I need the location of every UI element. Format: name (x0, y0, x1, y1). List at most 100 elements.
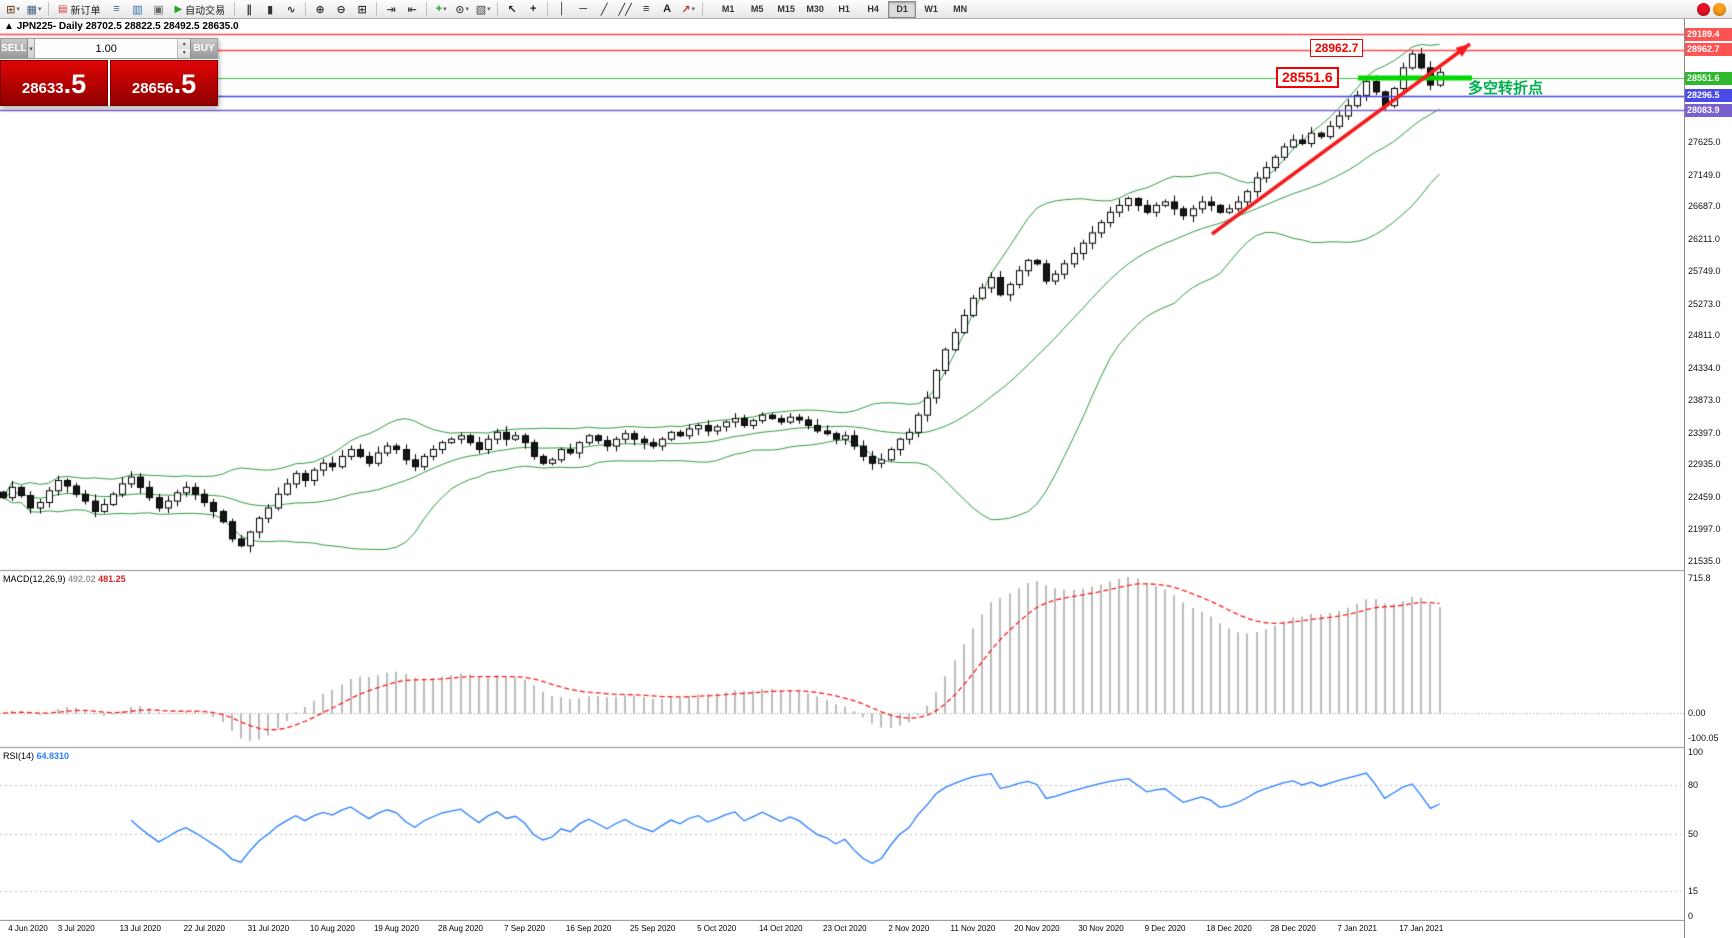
chart-shift-icon[interactable]: ⇤ (402, 1, 422, 17)
autotrading-button[interactable]: ▶ 自动交易 (169, 1, 230, 17)
vertical-line-icon[interactable]: │ (552, 1, 572, 17)
date-label: 23 Oct 2020 (823, 924, 867, 933)
timeframe-h4-button[interactable]: H4 (867, 4, 879, 14)
timeframe-h1-button[interactable]: H1 (838, 4, 850, 14)
date-label: 2 Nov 2020 (888, 924, 930, 933)
candlestick-chart-icon[interactable]: ▮ (260, 1, 280, 17)
candlestick-chart-icon-glyph: ▮ (267, 3, 274, 16)
periods-icon[interactable]: ⊙ ▾ (452, 1, 472, 17)
timeframe-m30-button[interactable]: M30 (806, 4, 824, 14)
date-label: 4 Jun 2020 (8, 924, 48, 933)
macd-indicator-label: MACD(12,26,9) 492.02 481.25 (3, 574, 126, 584)
price-tag: 28083.9 (1685, 103, 1732, 117)
timeframe-m5-button[interactable]: M5 (750, 4, 764, 14)
one-click-trading-panel: SELL ▾ ▲ ▼ BUY 28633.5 28656.5 (0, 38, 218, 106)
buy-price-pips: .5 (173, 69, 197, 99)
sell-dropdown-icon[interactable]: ▾ (27, 39, 36, 58)
date-label: 14 Oct 2020 (758, 924, 803, 933)
price-axis-label: 26211.0 (1688, 234, 1720, 245)
equidistant-channel-icon[interactable]: ╱╱ (615, 1, 635, 17)
macd-name: MACD(12,26,9) (3, 574, 66, 584)
timeframe-w1-button[interactable]: W1 (924, 4, 938, 14)
price-axis-label: 24334.0 (1688, 363, 1721, 374)
rsi-axis-label: 80 (1688, 779, 1699, 790)
price-scale[interactable]: 27625.0 27149.0 26687.0 26211.0 25749.0 25273… (1684, 19, 1732, 938)
date-label: 13 Jul 2020 (119, 924, 161, 933)
dropdown-caret-icon: ▾ (465, 6, 470, 13)
line-chart-icon[interactable]: ∿ (281, 1, 301, 17)
alert-badge-orange[interactable] (1713, 2, 1726, 16)
turning-point-label[interactable]: 多空转折点 (1468, 80, 1544, 97)
fibonacci-icon-glyph: ≡ (642, 3, 650, 15)
cursor-icon[interactable]: ↖ (502, 1, 522, 17)
timeframe-d1-button[interactable]: D1 (888, 0, 917, 18)
tile-windows-icon-glyph: ⊞ (357, 3, 367, 16)
sell-price-tile[interactable]: 28633.5 (0, 60, 108, 106)
price-tag: 29189.4 (1685, 27, 1732, 41)
timeframe-mn-button[interactable]: MN (953, 4, 968, 14)
trendline-icon[interactable]: ╱ (594, 1, 614, 17)
toolbar: ⊞ ▾ ▦ ▾ ▤ 新订单 ≡ ▥ ▣ ▶ 自动交易 ∥ ▮ ∿ ⊕ ⊖ ⊞ ⇥ ⇤ + ▾ ⊙ ▾ ▧ ▾ ↖ + │ ─ ╱ ╱╱ ≡ A ↗… (0, 0, 1732, 19)
profiles-icon[interactable]: ▦ ▾ (24, 1, 44, 17)
timeframe-m1-button[interactable]: M1 (721, 4, 735, 14)
data-window-icon[interactable]: ▥ (127, 1, 147, 17)
date-label: 7 Sep 2020 (504, 924, 546, 933)
arrows-icon-glyph: ↗ (681, 3, 691, 16)
market-watch-icon[interactable]: ≡ (106, 1, 126, 17)
rsi-value: 64.8310 (36, 751, 70, 761)
crosshair-icon-glyph: + (529, 3, 537, 15)
autotrading-icon: ▶ (174, 3, 183, 15)
time-scale[interactable]: 4 Jun 2020 3 Jul 2020 13 Jul 2020 22 Jul 20… (0, 921, 1684, 938)
date-label: 20 Nov 2020 (1014, 924, 1060, 933)
trendline-icon-glyph: ╱ (600, 3, 608, 16)
timeframe-m15-button[interactable]: M15 (777, 4, 795, 14)
auto-scroll-icon-glyph: ⇥ (386, 3, 396, 16)
date-label: 25 Sep 2020 (629, 924, 676, 933)
dropdown-caret-icon: ▾ (37, 6, 42, 13)
new-order-button[interactable]: ▤ 新订单 (53, 1, 105, 17)
volume-input[interactable] (35, 39, 178, 58)
toolbar-buttons: ⊞ ▾ ▦ ▾ ▤ 新订单 ≡ ▥ ▣ ▶ 自动交易 ∥ ▮ ∿ ⊕ ⊖ ⊞ ⇥ ⇤ + ▾ ⊙ ▾ ▧ ▾ ↖ + │ ─ ╱ ╱╱ ≡ A ↗… (3, 1, 706, 17)
zoom-out-icon[interactable]: ⊖ (331, 1, 351, 17)
equidistant-channel-icon-glyph: ╱╱ (618, 3, 632, 16)
dropdown-caret-icon: ▾ (487, 6, 491, 13)
dropdown-caret-icon: ▾ (16, 6, 20, 13)
rsi-axis-label: 15 (1688, 886, 1699, 897)
cursor-icon-glyph: ↖ (507, 3, 517, 16)
chart-shift-icon-glyph: ⇤ (407, 3, 417, 16)
tile-windows-icon[interactable]: ⊞ (352, 1, 372, 17)
volume-decrease-button[interactable]: ▼ (178, 48, 191, 58)
timeframe-buttons: M1 M5 M15 M30 H1 H4 D1 W1 MN (714, 0, 974, 18)
indicators-icon[interactable]: + ▾ (431, 1, 451, 17)
fibonacci-icon[interactable]: ≡ (636, 1, 656, 17)
support-price-label[interactable]: 28551.6 (1276, 67, 1339, 88)
text-label-icon[interactable]: A (657, 1, 677, 17)
macd-axis-label: 715.8 (1688, 573, 1711, 583)
date-label: 31 Jul 2020 (247, 924, 290, 933)
price-axis-label: 24811.0 (1688, 330, 1720, 341)
buy-price: 28656 (131, 80, 174, 97)
templates-icon[interactable]: ▧ ▾ (473, 1, 493, 17)
price-axis-label: 27625.0 (1688, 136, 1721, 147)
new-order-button-label: 新订单 (70, 5, 101, 17)
buy-button[interactable]: BUY (190, 39, 217, 58)
new-chart-icon[interactable]: ⊞ ▾ (3, 1, 23, 17)
zoom-in-icon[interactable]: ⊕ (310, 1, 330, 17)
toolbar-separator (376, 2, 378, 16)
buy-price-tile[interactable]: 28656.5 (110, 60, 218, 106)
horizontal-line-icon[interactable]: ─ (573, 1, 593, 17)
alert-badge-red[interactable] (1697, 2, 1710, 16)
auto-scroll-icon[interactable]: ⇥ (381, 1, 401, 17)
volume-increase-button[interactable]: ▲ (178, 39, 191, 49)
sell-button[interactable]: SELL (1, 39, 28, 58)
resistance-price-label[interactable]: 28962.7 (1310, 39, 1364, 57)
terminal-icon[interactable]: ▣ (148, 1, 168, 17)
crosshair-icon[interactable]: + (523, 1, 543, 17)
price-tag: 28296.5 (1685, 89, 1732, 103)
date-label: 5 Oct 2020 (697, 924, 737, 933)
sell-price: 28633 (21, 80, 64, 97)
chart-canvas[interactable] (0, 19, 1684, 938)
date-label: 9 Dec 2020 (1144, 924, 1186, 933)
bar-chart-icon[interactable]: ∥ (239, 1, 259, 17)
arrows-icon[interactable]: ↗ ▾ (678, 1, 698, 17)
